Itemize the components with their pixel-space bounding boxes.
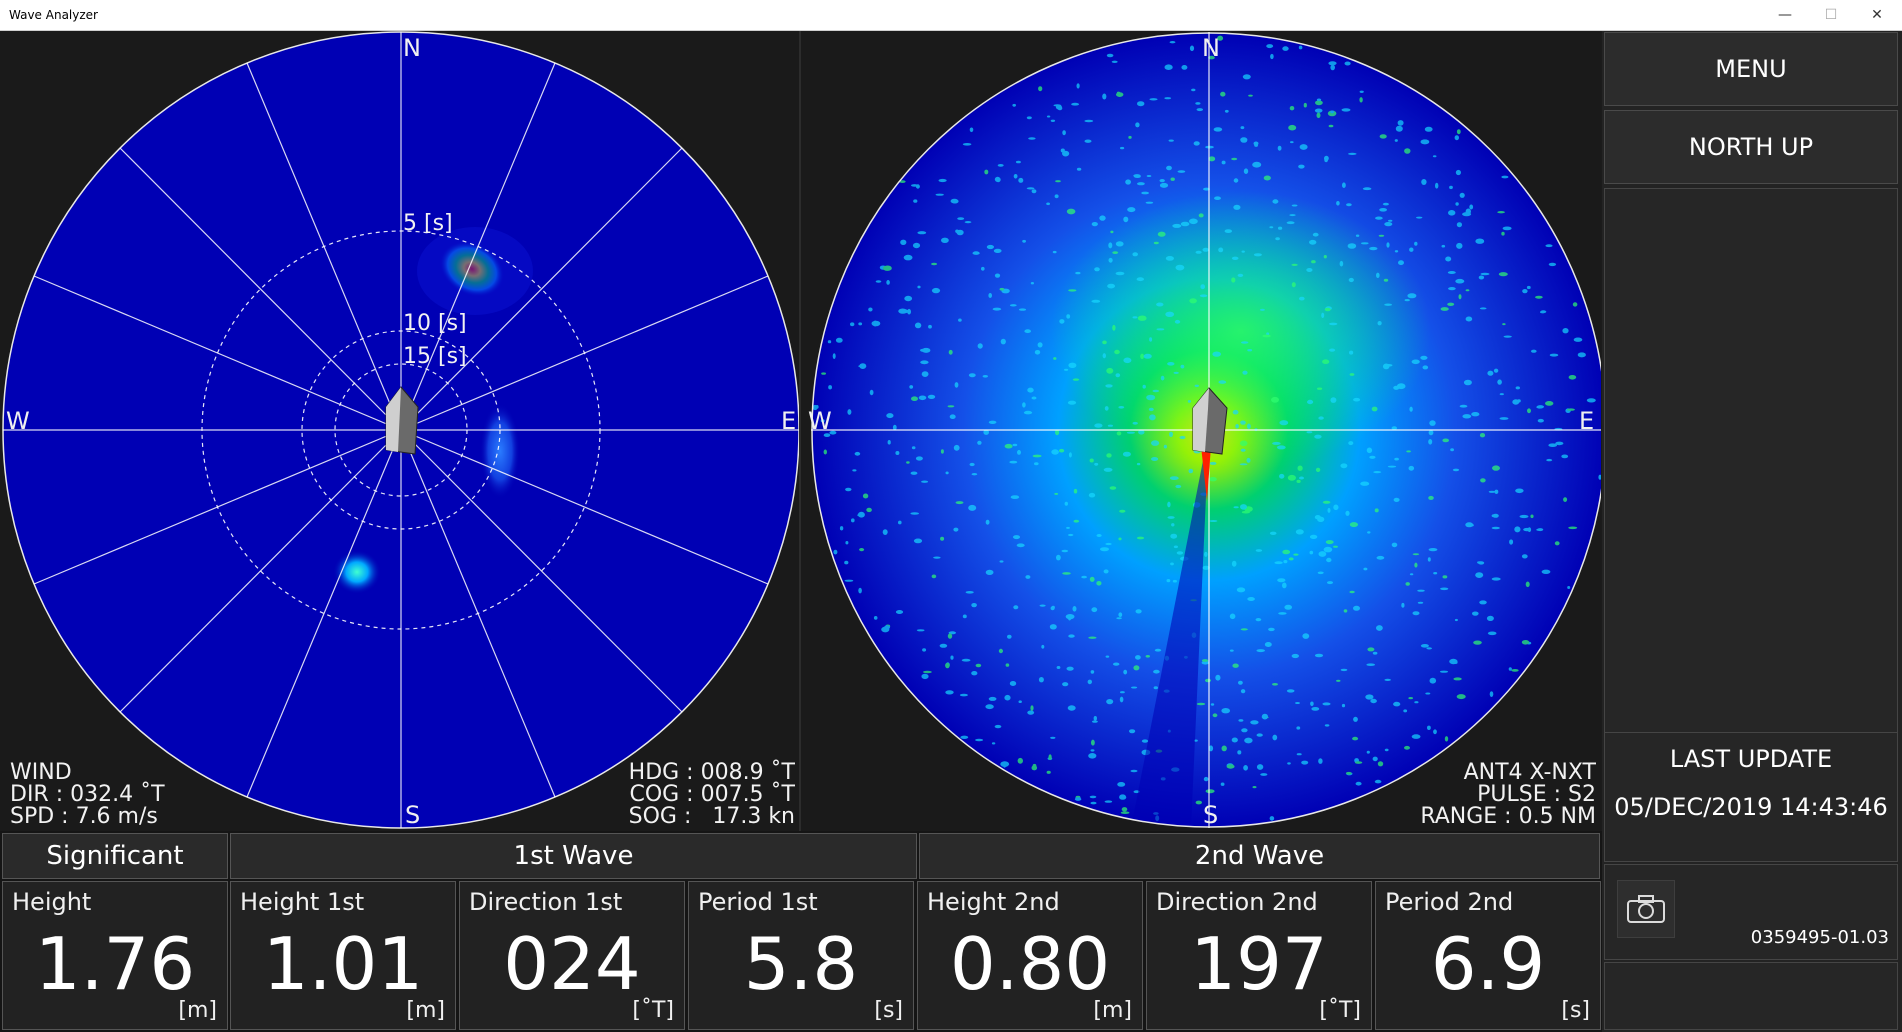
cell-label: Period 2nd	[1385, 888, 1514, 916]
cell-value: 5.8	[743, 922, 859, 1006]
height-2nd-cell: Height 2nd 0.80 [m]	[917, 881, 1143, 1030]
window-title: Wave Analyzer	[9, 8, 98, 22]
north-up-button[interactable]: NORTH UP	[1604, 110, 1898, 184]
second-wave-header: 2nd Wave	[919, 833, 1600, 879]
sidebar-blank-area	[1604, 188, 1898, 761]
peak-blob-2nd	[333, 550, 381, 594]
ring-label-10s: 10 [s]	[403, 311, 467, 336]
range-readout: RANGE : 0.5 NM	[1420, 804, 1596, 829]
version-label: 0359495-01.03	[1750, 927, 1889, 948]
cell-unit: [s]	[1561, 998, 1590, 1023]
wave-spectrum-panel: N S E W 5 [s] 10 [s] 15 [s] WIND DIR : 0…	[0, 31, 801, 831]
cell-label: Height	[12, 888, 92, 916]
cell-unit: [m]	[1093, 998, 1132, 1023]
cell-unit: [˚T]	[1319, 998, 1361, 1023]
cell-value: 197	[1190, 922, 1328, 1006]
last-update-title: LAST UPDATE	[1669, 745, 1833, 773]
ship-icon	[385, 386, 419, 455]
period-2nd-cell: Period 2nd 6.9 [s]	[1375, 881, 1601, 1030]
period-1st-cell: Period 1st 5.8 [s]	[688, 881, 914, 1030]
cell-unit: [m]	[406, 998, 445, 1023]
shadow-sector	[1131, 430, 1209, 827]
south-label: S	[405, 801, 421, 829]
significant-header: Significant	[2, 833, 228, 879]
spectrum-blobs	[333, 227, 533, 594]
ring-label-15s: 15 [s]	[403, 344, 467, 369]
antenna-readout: ANT4 X-NXT	[1463, 760, 1596, 785]
cell-value: 1.76	[34, 922, 196, 1006]
cell-unit: [˚T]	[632, 998, 674, 1023]
north-label: N	[403, 34, 421, 62]
close-button[interactable]: ✕	[1871, 7, 1883, 23]
heading-readout: HDG : 008.9 ˚T	[628, 760, 795, 785]
echo-texture	[812, 35, 1601, 827]
west-label-radar: W	[808, 407, 832, 435]
wind-speed: SPD : 7.6 m/s	[10, 804, 158, 829]
east-label-radar: E	[1579, 407, 1595, 435]
cell-value: 1.01	[262, 922, 424, 1006]
sog-readout: SOG : 17.3 kn	[628, 804, 795, 829]
minimize-button[interactable]: —	[1778, 7, 1792, 23]
sidebar: MENU NORTH UP LAST UPDATE 05/DEC/2019 14…	[1602, 31, 1902, 1032]
secondary-energy-blob	[480, 403, 520, 499]
camera-icon	[1627, 895, 1665, 923]
cog-readout: COG : 007.5 ˚T	[629, 782, 795, 807]
wave-data-panel: Significant 1st Wave 2nd Wave Height 1.7…	[0, 831, 1602, 1032]
south-label-radar: S	[1203, 801, 1219, 829]
cell-unit: [m]	[178, 998, 217, 1023]
last-update-value: 05/DEC/2019 14:43:46	[1614, 793, 1888, 821]
wave-spectrum-plot	[2, 31, 799, 829]
cell-value: 024	[503, 922, 641, 1006]
cell-label: Period 1st	[698, 888, 818, 916]
first-wave-header: 1st Wave	[230, 833, 917, 879]
cell-label: Direction 1st	[469, 888, 623, 916]
ship-icon-radar	[1192, 387, 1228, 455]
cell-value: 0.80	[949, 922, 1111, 1006]
significant-height-cell: Height 1.76 [m]	[2, 881, 228, 1030]
ring-label-5s: 5 [s]	[403, 211, 453, 236]
cell-unit: [s]	[874, 998, 903, 1023]
cell-label: Height 1st	[240, 888, 365, 916]
period-rings	[201, 230, 601, 630]
radar-echo-panel: N S E W ANT4 X-NXT PULSE : S2 RANGE : 0.…	[801, 31, 1601, 831]
menu-button[interactable]: MENU	[1604, 32, 1898, 106]
faint-energy-blob	[417, 227, 533, 315]
capture-panel: 0359495-01.03	[1604, 864, 1898, 960]
pulse-readout: PULSE : S2	[1477, 782, 1596, 807]
cell-value: 6.9	[1430, 922, 1546, 1006]
direction-2nd-cell: Direction 2nd 197 [˚T]	[1146, 881, 1372, 1030]
maximize-button[interactable]: ☐	[1824, 7, 1838, 23]
own-ship-echo	[1201, 446, 1211, 501]
west-label: W	[6, 407, 30, 435]
screenshot-button[interactable]	[1617, 880, 1675, 938]
wind-title: WIND	[10, 760, 72, 785]
title-bar: Wave Analyzer — ☐ ✕	[0, 0, 1902, 31]
east-label: E	[781, 407, 797, 435]
height-1st-cell: Height 1st 1.01 [m]	[230, 881, 456, 1030]
radar-echo-plot	[811, 32, 1601, 828]
wind-direction: DIR : 032.4 ˚T	[10, 782, 165, 807]
north-label-radar: N	[1202, 34, 1220, 62]
cell-label: Height 2nd	[927, 888, 1060, 916]
sidebar-footer	[1604, 962, 1898, 1030]
last-update-panel: LAST UPDATE 05/DEC/2019 14:43:46	[1604, 732, 1898, 862]
cell-label: Direction 2nd	[1156, 888, 1318, 916]
direction-1st-cell: Direction 1st 024 [˚T]	[459, 881, 685, 1030]
